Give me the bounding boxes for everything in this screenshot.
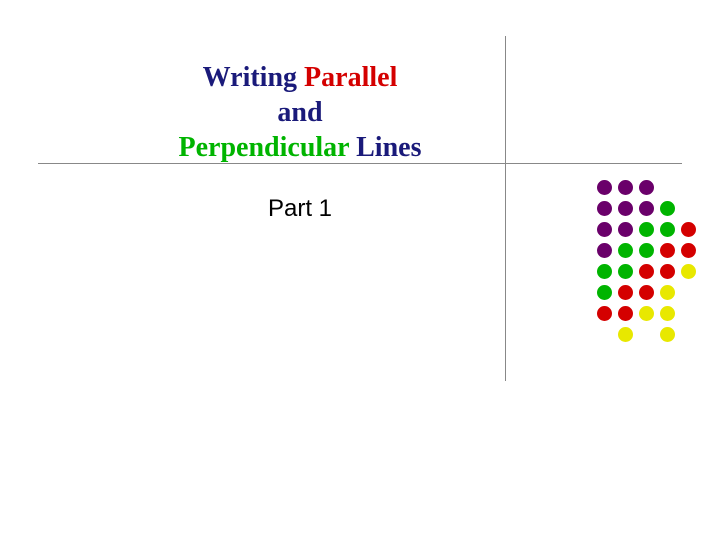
dot-row xyxy=(597,180,696,195)
dot-empty xyxy=(597,327,612,342)
dot-row xyxy=(597,264,696,279)
dot-purple xyxy=(618,222,633,237)
dot-empty xyxy=(681,327,696,342)
dot-red xyxy=(660,264,675,279)
dot-yellow xyxy=(660,285,675,300)
dot-yellow xyxy=(639,306,654,321)
dot-row xyxy=(597,222,696,237)
dot-row xyxy=(597,306,696,321)
dot-yellow xyxy=(660,327,675,342)
dot-red xyxy=(681,222,696,237)
dot-purple xyxy=(597,243,612,258)
dot-red xyxy=(639,264,654,279)
title-word-perpendicular: Perpendicular xyxy=(179,132,357,163)
vertical-rule xyxy=(505,36,506,381)
dot-red xyxy=(618,285,633,300)
dot-row xyxy=(597,327,696,342)
dot-purple xyxy=(639,201,654,216)
dot-purple xyxy=(597,201,612,216)
dot-green xyxy=(618,243,633,258)
title-word-writing: Writing xyxy=(203,62,304,93)
dot-empty xyxy=(681,201,696,216)
dot-row xyxy=(597,243,696,258)
dot-green xyxy=(660,222,675,237)
dot-green xyxy=(639,222,654,237)
dot-row xyxy=(597,201,696,216)
dot-red xyxy=(597,306,612,321)
dot-yellow xyxy=(681,264,696,279)
dot-red xyxy=(618,306,633,321)
title-word-and: and xyxy=(277,97,322,128)
slide-subtitle: Part 1 xyxy=(120,195,480,223)
dot-empty xyxy=(639,327,654,342)
slide: Writing Parallel and Perpendicular Lines… xyxy=(0,0,720,540)
dot-grid xyxy=(597,180,696,348)
dot-green xyxy=(660,201,675,216)
dot-green xyxy=(618,264,633,279)
dot-purple xyxy=(597,180,612,195)
dot-red xyxy=(639,285,654,300)
slide-title: Writing Parallel and Perpendicular Lines xyxy=(120,60,480,165)
dot-purple xyxy=(597,222,612,237)
dot-empty xyxy=(681,285,696,300)
dot-purple xyxy=(639,180,654,195)
title-word-lines: Lines xyxy=(356,132,421,163)
dot-empty xyxy=(681,306,696,321)
dot-purple xyxy=(618,180,633,195)
dot-empty xyxy=(681,180,696,195)
dot-green xyxy=(597,285,612,300)
title-word-parallel: Parallel xyxy=(304,62,397,93)
dot-green xyxy=(597,264,612,279)
dot-row xyxy=(597,285,696,300)
dot-yellow xyxy=(618,327,633,342)
dot-yellow xyxy=(660,306,675,321)
dot-empty xyxy=(660,180,675,195)
dot-purple xyxy=(618,201,633,216)
dot-red xyxy=(660,243,675,258)
dot-red xyxy=(681,243,696,258)
dot-green xyxy=(639,243,654,258)
